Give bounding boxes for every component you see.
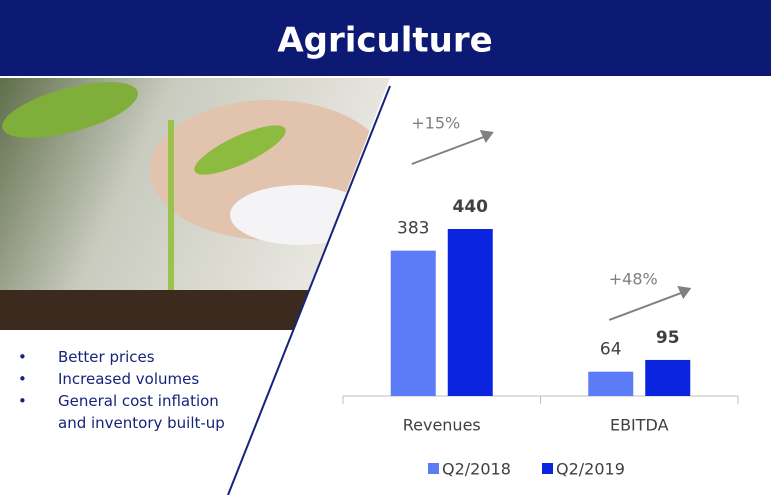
photo xyxy=(0,78,390,330)
x-tick-label: EBITDA xyxy=(610,416,669,435)
bar xyxy=(390,250,436,396)
x-tick-label: Revenues xyxy=(403,416,481,435)
value-label: 383 xyxy=(397,219,429,239)
title-bar xyxy=(0,0,771,76)
bar xyxy=(645,359,691,396)
legend-swatch xyxy=(428,463,439,474)
bullet-list: Better pricesIncreased volumesGeneral co… xyxy=(18,346,228,434)
divider xyxy=(227,85,391,495)
annotation: +15% xyxy=(411,114,460,133)
legend-label: Q2/2019 xyxy=(556,460,625,479)
value-label: 440 xyxy=(453,197,489,217)
annotation: +48% xyxy=(609,269,658,288)
value-label: 64 xyxy=(600,340,622,360)
legend-swatch xyxy=(542,463,553,474)
arrow-head xyxy=(479,130,494,143)
bullet: Better prices xyxy=(18,346,228,368)
bar xyxy=(447,229,493,396)
legend-label: Q2/2018 xyxy=(442,460,511,479)
bullet: General cost inflation and inventory bui… xyxy=(18,390,228,434)
trend-arrow xyxy=(608,292,682,321)
title: Agriculture xyxy=(277,21,492,61)
trend-arrow xyxy=(411,136,485,165)
arrow-head xyxy=(677,285,692,299)
value-label: 95 xyxy=(656,328,680,348)
bullet: Increased volumes xyxy=(18,368,228,390)
bar xyxy=(588,371,634,396)
